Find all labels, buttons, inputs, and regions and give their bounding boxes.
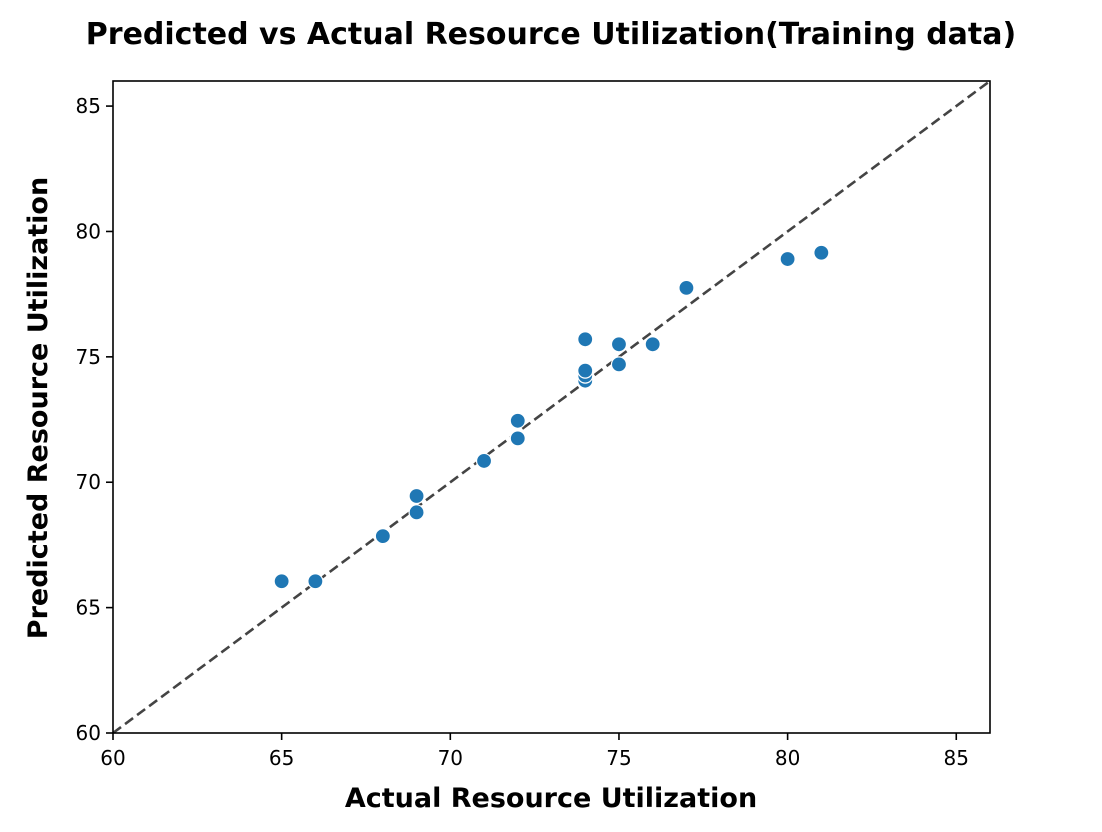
reference-line xyxy=(112,79,991,735)
data-point xyxy=(273,573,290,590)
data-point xyxy=(577,362,594,379)
data-point xyxy=(509,430,526,447)
y-tick-label: 65 xyxy=(76,596,101,620)
x-tick-label: 60 xyxy=(100,746,125,770)
x-tick-label: 85 xyxy=(944,746,969,770)
y-tick-label: 80 xyxy=(76,219,101,243)
x-tick-label: 75 xyxy=(606,746,631,770)
y-tick-label: 70 xyxy=(76,470,101,494)
data-point xyxy=(475,452,493,470)
y-tick-label: 85 xyxy=(76,94,101,118)
data-point xyxy=(509,412,526,429)
data-point xyxy=(644,336,661,353)
y-tick-label: 75 xyxy=(76,345,101,369)
x-axis-ticks: 60 65 70 75 80 85 xyxy=(100,733,969,770)
data-point xyxy=(374,528,391,545)
x-axis-label: Actual Resource Utilization xyxy=(345,783,757,814)
y-axis-ticks: 60 65 70 75 80 85 xyxy=(76,94,113,745)
data-point xyxy=(610,336,628,353)
data-point xyxy=(779,250,796,268)
data-point xyxy=(577,331,594,348)
data-point xyxy=(408,487,425,505)
data-point xyxy=(408,504,425,521)
plot-area xyxy=(112,79,991,735)
x-tick-label: 70 xyxy=(438,746,463,770)
chart-title: Predicted vs Actual Resource Utilization… xyxy=(86,17,1016,52)
x-tick-label: 65 xyxy=(269,746,294,770)
data-point xyxy=(307,573,324,590)
y-axis-label: Predicted Resource Utilization xyxy=(23,177,54,639)
data-point xyxy=(813,244,830,261)
data-point xyxy=(678,279,695,296)
y-tick-label: 60 xyxy=(76,721,101,745)
plot-frame xyxy=(112,80,991,734)
x-tick-label: 80 xyxy=(775,746,800,770)
data-point xyxy=(610,356,628,373)
